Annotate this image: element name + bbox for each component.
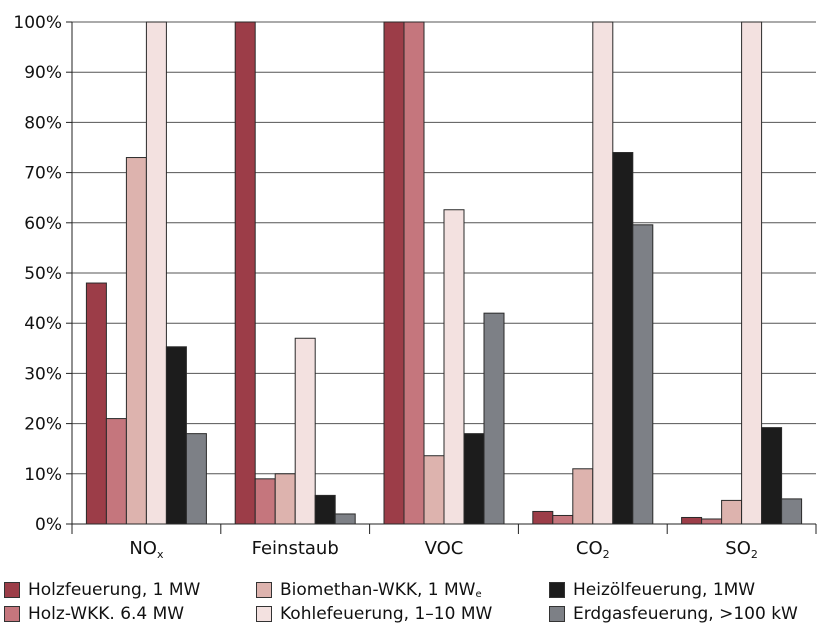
y-tick-label: 20% xyxy=(24,415,62,435)
legend-label: Holz-WKK. 6.4 MW xyxy=(28,604,185,624)
bar xyxy=(572,468,594,525)
bar xyxy=(612,152,634,525)
bar xyxy=(632,224,654,525)
legend-item: Biomethan-WKK, 1 MWe xyxy=(256,580,482,600)
y-tick-label: 80% xyxy=(24,113,62,133)
bar xyxy=(234,21,256,525)
bar xyxy=(721,499,743,525)
y-tick-label: 100% xyxy=(13,13,62,33)
legend-item: Heizölfeuerung, 1MW xyxy=(549,580,755,600)
bar xyxy=(254,478,276,525)
legend-swatch xyxy=(256,582,272,598)
bar xyxy=(701,518,723,525)
bar xyxy=(274,473,296,525)
legend-swatch xyxy=(4,606,20,622)
x-tick-label: CO2 xyxy=(576,538,610,561)
legend-label: Biomethan-WKK, 1 MWe xyxy=(280,580,482,600)
legend-label: Holzfeuerung, 1 MW xyxy=(28,580,201,600)
bar xyxy=(383,21,405,525)
legend-label: Heizölfeuerung, 1MW xyxy=(573,580,756,600)
bar xyxy=(761,427,783,525)
bar xyxy=(781,498,803,525)
y-tick-label: 50% xyxy=(24,264,62,284)
bar xyxy=(483,312,505,525)
x-tick-label: VOC xyxy=(425,538,464,559)
legend: Holzfeuerung, 1 MW Holz-WKK. 6.4 MW Biomet… xyxy=(0,578,817,626)
bar xyxy=(185,433,207,525)
bar xyxy=(552,514,574,525)
y-tick-label: 30% xyxy=(24,364,62,384)
legend-item: Kohlefeuerung, 1–10 MW xyxy=(256,604,492,624)
bar xyxy=(463,433,485,525)
legend-swatch xyxy=(4,582,20,598)
x-tick-label: NOx xyxy=(129,538,164,561)
legend-item: Holz-WKK. 6.4 MW xyxy=(4,604,184,624)
y-tick-label: 60% xyxy=(24,214,62,234)
legend-label: Erdgasfeuerung, >100 kW xyxy=(573,604,798,624)
legend-swatch xyxy=(549,582,565,598)
bar xyxy=(443,209,465,525)
bar-chart: 0% 10% 20% 30% 40% 50% 60% 70% 80% 90% 100% NOx Fein… xyxy=(13,13,817,561)
bar xyxy=(403,21,425,525)
legend-swatch xyxy=(549,606,565,622)
bar xyxy=(423,455,445,525)
y-tick-label: 10% xyxy=(24,465,62,485)
legend-item: Erdgasfeuerung, >100 kW xyxy=(549,604,798,624)
bar xyxy=(314,494,336,525)
bar xyxy=(125,157,147,525)
x-tick-label: Feinstaub xyxy=(252,538,339,559)
bar xyxy=(105,418,127,525)
legend-item: Holzfeuerung, 1 MW xyxy=(4,580,200,600)
bar xyxy=(741,21,763,525)
legend-label: Kohlefeuerung, 1–10 MW xyxy=(280,604,493,624)
y-tick-label: 90% xyxy=(24,63,62,83)
y-tick-label: 0% xyxy=(35,515,62,535)
bar xyxy=(681,516,703,525)
y-tick-label: 70% xyxy=(24,164,62,184)
x-tick-label: SO2 xyxy=(725,538,758,561)
bar xyxy=(165,346,187,525)
bar xyxy=(592,21,614,525)
y-tick-label: 40% xyxy=(24,314,62,334)
bar xyxy=(532,510,554,525)
bar xyxy=(85,282,107,525)
bar xyxy=(294,337,316,525)
legend-swatch xyxy=(256,606,272,622)
bar xyxy=(145,21,167,525)
bar xyxy=(334,513,356,525)
